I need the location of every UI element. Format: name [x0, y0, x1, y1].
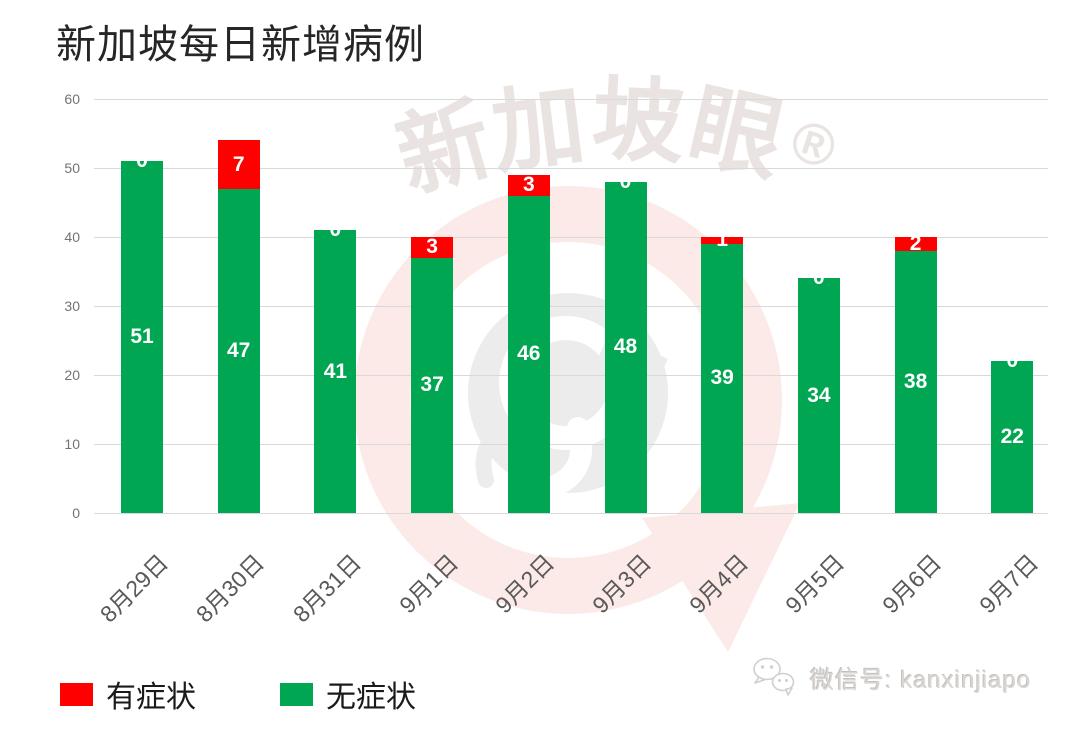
bar-symptomatic-value: 0 — [136, 149, 148, 173]
wechat-icon — [753, 657, 795, 696]
watermark-char: 眼 — [679, 73, 793, 194]
chart-title: 新加坡每日新增病例 — [56, 23, 425, 67]
y-axis-tick-label: 60 — [64, 91, 80, 107]
bar-asymptomatic-value: 38 — [903, 369, 928, 393]
legend-swatch-asymptomatic — [280, 682, 313, 706]
x-axis-label: 8月29日 — [94, 549, 173, 628]
legend: 有症状 无症状 — [60, 672, 416, 716]
y-axis-tick-label: 40 — [64, 229, 80, 245]
bar-asymptomatic-value: 41 — [323, 359, 348, 383]
x-axis-label: 8月30日 — [191, 549, 270, 628]
bar-symptomatic-segment — [701, 237, 744, 244]
bar-symptomatic-value: 0 — [329, 218, 342, 242]
bar-asymptomatic-value: 47 — [227, 338, 251, 362]
bar-asymptomatic-segment — [894, 250, 937, 513]
bar-asymptomatic-segment — [797, 278, 840, 513]
bar-asymptomatic-value: 37 — [420, 373, 444, 397]
bar-symptomatic-value: 1 — [716, 228, 729, 252]
watermark-char: 新 — [386, 87, 503, 211]
bar-asymptomatic-segment — [411, 257, 454, 513]
bar-asymptomatic-value: 51 — [130, 325, 154, 349]
gridline — [94, 513, 1048, 514]
bar-asymptomatic-segment — [121, 161, 163, 513]
y-axis-tick-label: 30 — [64, 298, 80, 314]
bar-asymptomatic-value: 39 — [710, 366, 734, 390]
legend-swatch-symptomatic — [60, 682, 93, 706]
watermark-char: 坡 — [589, 68, 687, 176]
x-axis-label: 9月1日 — [393, 549, 463, 619]
bar-symptomatic-segment — [894, 237, 937, 251]
y-axis-tick-label: 0 — [72, 505, 80, 521]
bar-symptomatic-segment — [217, 140, 260, 189]
bar-symptomatic-value: 0 — [813, 266, 825, 290]
bar-symptomatic-value: 0 — [1006, 349, 1019, 373]
legend-label-asymptomatic: 无症状 — [326, 681, 416, 714]
x-axis-label: 8月31日 — [287, 549, 367, 628]
bar-symptomatic-value: 3 — [522, 173, 535, 197]
gridline — [94, 306, 1048, 307]
gridline — [94, 99, 1048, 100]
x-axis-label: 9月3日 — [587, 549, 657, 619]
bar-asymptomatic-segment — [314, 230, 357, 513]
y-axis-tick-label: 20 — [64, 367, 80, 383]
bar-symptomatic-value: 2 — [909, 231, 922, 255]
bar-asymptomatic-segment — [991, 361, 1034, 513]
gridline — [94, 237, 1048, 238]
x-axis-label: 9月5日 — [780, 549, 850, 619]
watermark-text: 新加坡眼 ® — [386, 69, 844, 211]
bar-symptomatic-segment — [411, 237, 454, 258]
bar-asymptomatic-value: 46 — [517, 342, 541, 366]
wechat-footer: 微信号: kanxinjiapo — [750, 656, 1031, 698]
bar-symptomatic-value: 3 — [426, 235, 438, 259]
bar-symptomatic-segment — [507, 174, 550, 196]
x-axis-label: 9月2日 — [490, 549, 560, 619]
y-axis-tick-label: 50 — [64, 160, 80, 176]
x-axis-label: 9月6日 — [877, 549, 947, 619]
x-axis-label: 9月4日 — [683, 549, 753, 619]
bar-asymptomatic-value: 22 — [1000, 425, 1024, 449]
bar-asymptomatic-segment — [217, 188, 260, 513]
bar-asymptomatic-value: 34 — [807, 383, 831, 407]
gridline — [94, 168, 1048, 169]
gridline — [94, 444, 1048, 445]
bar-asymptomatic-value: 48 — [613, 335, 638, 359]
wechat-label: 微信号: kanxinjiapo — [810, 666, 1032, 694]
gridline — [94, 375, 1048, 376]
legend-label-symptomatic: 有症状 — [106, 681, 196, 714]
bar-asymptomatic-segment — [604, 181, 647, 513]
y-axis-tick-label: 10 — [64, 436, 80, 452]
bar-symptomatic-value: 0 — [619, 169, 632, 193]
x-axis-label: 9月7日 — [973, 549, 1043, 619]
bar-symptomatic-value: 7 — [232, 152, 245, 176]
bar-asymptomatic-segment — [507, 195, 550, 513]
bar-asymptomatic-segment — [701, 243, 744, 513]
